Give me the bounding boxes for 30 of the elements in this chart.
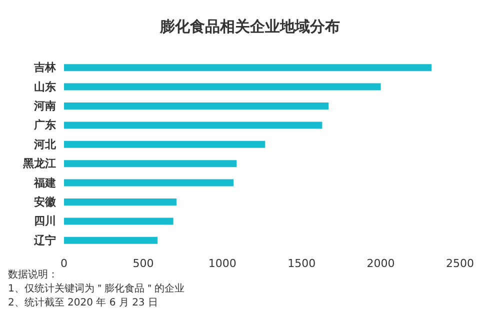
bar (64, 83, 381, 90)
bar (64, 122, 322, 129)
text: 数据说明： (8, 268, 58, 280)
x-tick-label: 1000 (208, 257, 236, 270)
y-tick-label: 山东 (34, 80, 56, 94)
y-tick-label: 安徽 (34, 196, 57, 208)
bar (64, 102, 329, 110)
bar (64, 236, 158, 244)
y-tick-label: 吉林 (33, 61, 57, 74)
y-tick-label: 河南 (33, 100, 56, 112)
bar (64, 198, 176, 206)
bar (64, 140, 266, 148)
y-tick-label: 广东 (33, 118, 56, 132)
text: 1、仅统计关键词为＂膨化食品＂的企业 (8, 282, 184, 294)
bar (64, 218, 174, 225)
bar (64, 64, 432, 72)
x-tick-label: 1500 (288, 257, 316, 270)
y-tick-label: 河北 (33, 138, 57, 151)
chart-title: 膨化食品相关企业地域分布 (159, 18, 340, 36)
x-tick-label: 2000 (366, 257, 395, 270)
y-tick-label: 黑龙江 (22, 157, 56, 170)
y-tick-label: 四川 (34, 214, 56, 228)
x-tick-label: 0 (60, 257, 68, 270)
x-tick-label: 2500 (446, 257, 474, 270)
x-tick-label: 500 (132, 257, 154, 270)
text: 2、统计截至 2020 年 6 月 23 日 (8, 296, 158, 308)
bar (64, 179, 234, 186)
y-tick-label: 福建 (33, 176, 56, 190)
bar (64, 160, 237, 168)
y-tick-label: 辽宁 (33, 234, 56, 247)
